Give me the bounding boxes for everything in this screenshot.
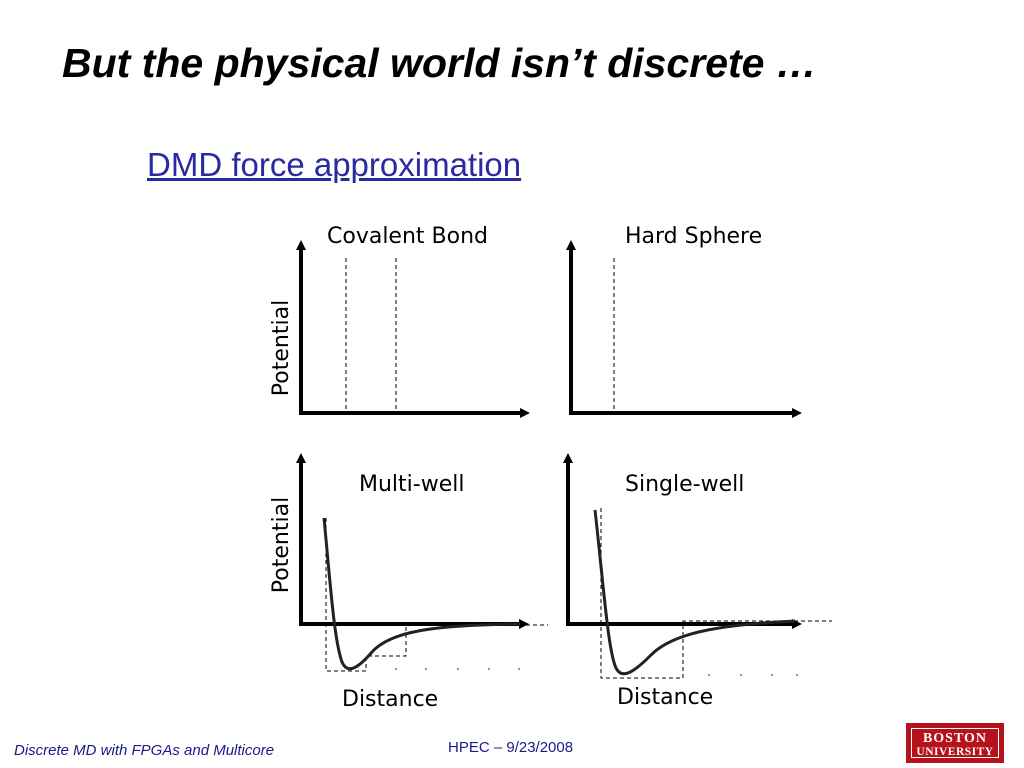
footer-event-date: HPEC – 9/23/2008	[448, 739, 574, 756]
dotted-baseline	[708, 674, 798, 676]
panel-label-covalent-bond: Covalent Bond	[327, 224, 488, 249]
logo-line-1: BOSTON	[922, 731, 988, 746]
panel-label-hard-sphere: Hard Sphere	[625, 224, 762, 249]
panel-label-single-well: Single-well	[625, 472, 744, 497]
potential-curve	[322, 517, 521, 671]
panel-label-multi-well: Multi-well	[359, 472, 464, 497]
panel-single-well: Single-well Distance	[563, 453, 832, 710]
dotted-baseline	[395, 668, 520, 670]
x-axis-label: Distance	[342, 687, 438, 712]
slide-title: But the physical world isn’t discrete …	[62, 40, 817, 86]
y-axis-label: Potential	[269, 300, 294, 396]
step-approximation	[325, 518, 548, 672]
step-approximation	[600, 508, 832, 679]
panel-hard-sphere: Hard Sphere	[566, 224, 802, 418]
logo-line-2: UNIVERSITY	[916, 746, 994, 758]
y-axis-label: Potential	[269, 497, 294, 593]
x-axis-label: Distance	[617, 685, 713, 710]
logo-frame: BOSTON UNIVERSITY	[911, 728, 999, 758]
boston-university-logo: BOSTON UNIVERSITY	[906, 723, 1004, 763]
footer-presentation-title: Discrete MD with FPGAs and Multicore	[14, 742, 275, 759]
potential-curve	[593, 509, 796, 676]
panel-covalent-bond: Covalent Bond Potential	[269, 224, 530, 418]
slide-subtitle: DMD force approximation	[147, 146, 522, 183]
panel-multi-well: Multi-well Potential Distance	[269, 453, 548, 712]
